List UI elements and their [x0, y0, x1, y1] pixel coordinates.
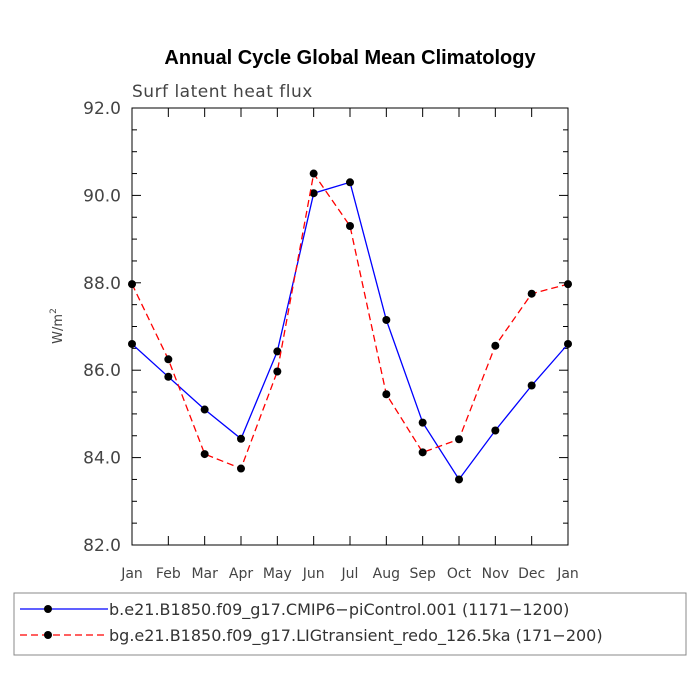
series-1-point [273, 347, 282, 356]
y-axis-label: W/m2 [49, 308, 66, 344]
x-tick-label: Jan [120, 566, 143, 582]
series-1-point [455, 475, 463, 484]
series-2-point [273, 367, 282, 376]
chart-subtitle: Surf latent heat flux [132, 82, 313, 102]
legend-label-1: b.e21.B1850.f09_g17.CMIP6−piControl.001 … [109, 600, 569, 620]
series-2-point [527, 289, 536, 298]
series-1-point [164, 372, 173, 381]
series-2-point [237, 464, 245, 473]
y-tick-label: 86.0 [83, 361, 121, 381]
x-tick-label: Sep [409, 566, 436, 582]
series-2-point [382, 390, 391, 399]
x-tick-label: Aug [373, 566, 400, 582]
x-tick-label: May [263, 566, 292, 582]
y-tick-label: 88.0 [83, 274, 121, 294]
series-1-point [200, 405, 209, 414]
legend-label-2: bg.e21.B1850.f09_g17.LIGtransient_redo_1… [109, 626, 603, 646]
series-1-point [346, 178, 354, 187]
y-tick-label: 90.0 [83, 186, 121, 206]
series-line-2 [131, 171, 569, 470]
series-1-point [491, 426, 500, 435]
y-tick-label: 92.0 [83, 99, 121, 119]
series-2-point [200, 450, 209, 459]
series-1-point [382, 315, 391, 324]
x-tick-label: Jun [302, 566, 325, 582]
chart-title: Annual Cycle Global Mean Climatology [164, 47, 536, 69]
y-tick-label: 84.0 [83, 449, 121, 469]
series-1-point [527, 381, 536, 390]
series-1-point [309, 189, 318, 198]
x-tick-label: Mar [191, 566, 218, 582]
series-1-point [237, 434, 245, 443]
x-tick-label: Dec [518, 566, 545, 582]
legend-marker-2 [44, 631, 52, 639]
series-2-point [491, 341, 500, 350]
series-1-point [418, 418, 427, 427]
x-tick-label: Nov [482, 566, 509, 582]
legend-box [13, 592, 687, 656]
series-2-point [164, 355, 173, 364]
series-2-point [309, 169, 318, 178]
x-tick-label: Jan [556, 566, 579, 582]
x-tick-label: Oct [447, 566, 472, 582]
y-tick-label: 82.0 [83, 536, 121, 556]
legend-marker-1 [44, 605, 52, 613]
plot-frame [131, 107, 569, 546]
legend: b.e21.B1850.f09_g17.CMIP6−piControl.001 … [20, 600, 603, 646]
x-tick-label: Apr [229, 566, 253, 582]
series-2-point [418, 448, 427, 457]
x-tick-label: Jul [341, 566, 359, 582]
x-tick-label: Feb [156, 566, 181, 582]
series-2-point [455, 435, 463, 444]
series-2-point [346, 221, 354, 230]
